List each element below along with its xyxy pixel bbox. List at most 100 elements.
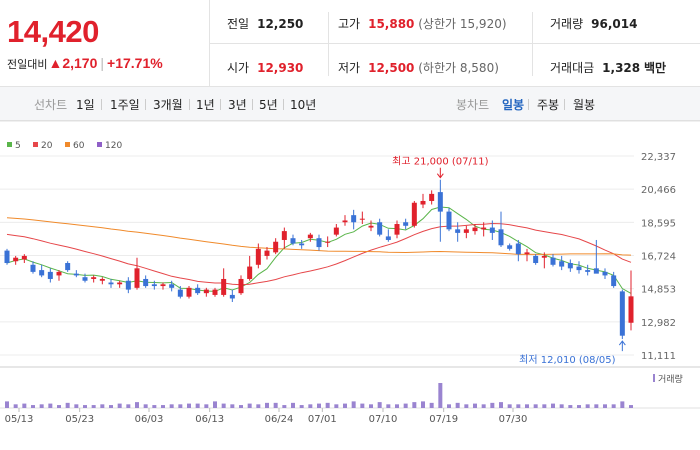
candle-body <box>307 234 313 239</box>
tab-5years[interactable]: 5년 <box>259 98 278 112</box>
volume-bar <box>5 401 9 408</box>
volume-bar <box>247 403 252 408</box>
candles <box>4 179 634 340</box>
volume-bar <box>351 401 356 408</box>
price-summary: 14,420 전일대비▲2,170 | +17.71% <box>0 0 210 87</box>
legend-label: 5 <box>15 141 21 151</box>
candle <box>13 255 19 265</box>
candle <box>21 254 27 264</box>
tab-3months[interactable]: 3개월 <box>153 98 183 112</box>
candle <box>221 268 227 297</box>
candle-body <box>507 245 513 249</box>
volume-bar <box>473 403 477 408</box>
volume-bar <box>239 405 243 408</box>
volume-bar <box>464 404 469 408</box>
candle-body <box>177 289 183 297</box>
candle-body <box>342 220 348 223</box>
candle <box>91 275 97 283</box>
x-tick-label: 07/19 <box>429 414 458 425</box>
volume-bar <box>421 401 425 408</box>
tab-1day[interactable]: 1일 <box>76 98 95 112</box>
candle-body <box>273 241 279 253</box>
candle <box>30 261 36 274</box>
candle <box>316 234 322 251</box>
candle <box>489 220 495 240</box>
candle-body <box>195 287 201 294</box>
volume-bar <box>499 402 503 408</box>
candle-body <box>160 284 166 287</box>
candle-body <box>455 229 461 233</box>
volume-bar <box>100 404 105 408</box>
tab-3years[interactable]: 3년 <box>228 98 247 112</box>
current-price: 14,420 <box>7 14 99 49</box>
candle-body <box>533 255 539 264</box>
candle-body <box>39 270 45 276</box>
candle-body <box>524 252 530 255</box>
tab-1year[interactable]: 1년 <box>196 98 215 112</box>
volume-bar <box>369 404 373 408</box>
x-tick-label: 07/30 <box>499 414 528 425</box>
candle-body <box>489 227 495 233</box>
candle-body <box>316 238 322 248</box>
tab-1week[interactable]: 1주일 <box>110 98 140 112</box>
candle <box>125 277 131 294</box>
candle <box>143 275 149 288</box>
candle-body <box>21 255 27 260</box>
volume-bar <box>126 404 131 408</box>
candle-body <box>559 261 565 267</box>
candle-body <box>628 296 634 323</box>
volume-bar <box>109 405 113 408</box>
candle-body <box>203 289 209 294</box>
candle <box>160 282 166 290</box>
chart-annotations: 최고 21,000 (07/11) 최저 12,010 (08/05) <box>392 156 626 366</box>
candle <box>273 238 279 255</box>
chart-tabs: 선차트 1일 1주일 3개월 1년 3년 5년 10년 봉차트 일봉 주봉 월봉 <box>0 87 700 121</box>
tab-separator <box>220 99 221 110</box>
candle <box>420 193 426 209</box>
tab-daily[interactable]: 일봉 <box>502 98 525 112</box>
candle-body <box>56 271 62 276</box>
volume-bar <box>507 404 512 408</box>
tab-monthly[interactable]: 월봉 <box>573 98 596 112</box>
candle-body <box>429 193 435 201</box>
tab-weekly[interactable]: 주봉 <box>537 98 560 112</box>
volume-bar <box>299 405 304 408</box>
stat-high: 고가 15,880 (상한가 15,920) <box>338 17 507 31</box>
candle <box>403 218 409 230</box>
x-tick-label: 05/23 <box>65 414 94 425</box>
ma20-line <box>6 222 632 286</box>
candle <box>203 287 209 297</box>
candle <box>437 179 443 242</box>
volume-bar <box>221 403 226 408</box>
candle <box>255 243 261 269</box>
candle-body <box>247 266 253 279</box>
y-tick-label: 11,111 <box>641 351 676 362</box>
x-tick-label: 06/24 <box>265 414 294 425</box>
candle-body <box>611 275 617 287</box>
candle <box>619 289 625 340</box>
volume-bar <box>334 404 339 408</box>
candle <box>472 224 478 235</box>
stat-low: 저가 12,500 (하한가 8,580) <box>338 61 499 75</box>
change-label: 전일대비 <box>7 59 48 71</box>
candle-body <box>463 229 469 233</box>
low-annotation: 최저 12,010 (08/05) <box>519 354 615 366</box>
candle-body <box>91 277 97 279</box>
candle <box>186 286 192 299</box>
tab-separator <box>564 99 565 110</box>
candle <box>229 289 235 303</box>
candle <box>524 248 530 262</box>
candle-body <box>212 289 218 295</box>
candle <box>82 273 88 283</box>
quote-stats: 전일 12,250 고가 15,880 (상한가 15,920) 거래량 96,014… <box>210 0 700 87</box>
volume-bar <box>256 404 261 408</box>
candle <box>117 280 123 288</box>
volume-bar <box>57 405 61 408</box>
volume-bar <box>178 404 183 408</box>
volume-bar <box>152 405 157 408</box>
tab-10years[interactable]: 10년 <box>290 98 317 112</box>
candle <box>463 225 469 239</box>
volume-bar <box>83 405 87 408</box>
chart-legend: 5 20 60 120 <box>7 141 122 151</box>
candle-body <box>550 257 556 265</box>
